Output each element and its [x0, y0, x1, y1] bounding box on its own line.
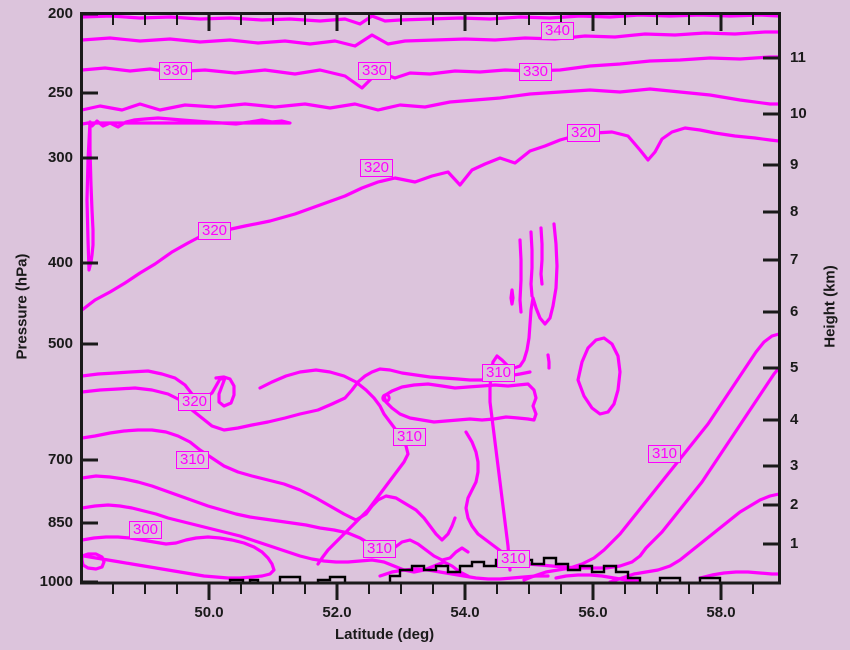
- ytick-label-pressure: 1000: [39, 573, 73, 590]
- plot-frame: [80, 12, 781, 585]
- contour-line: [539, 226, 544, 286]
- contour-label: 330: [358, 62, 392, 80]
- contour-label: 310: [648, 445, 682, 463]
- terrain-profile: [82, 556, 779, 582]
- y-axis-title-pressure: Pressure (hPa): [13, 253, 31, 360]
- ytick-label-height: 9: [790, 156, 799, 173]
- contour-label: 310: [363, 540, 397, 558]
- xtick-label: 50.0: [194, 604, 224, 621]
- contour-label: 320: [198, 222, 232, 240]
- contour-line: [698, 570, 779, 580]
- contour-line: [85, 120, 95, 272]
- contour-label: 340: [541, 22, 575, 40]
- contour-line: [518, 238, 523, 314]
- contour-line: [82, 369, 236, 408]
- top-axis-ticks: [207, 14, 723, 31]
- contour-line: [509, 288, 515, 306]
- contour-line: [382, 382, 538, 424]
- contour-label: 310: [393, 428, 427, 446]
- y-axis-title-height: Height (km): [821, 265, 839, 348]
- contour-label: 310: [482, 364, 516, 382]
- contour-line: [82, 87, 779, 112]
- contour-line: [546, 353, 551, 370]
- ytick-label-pressure: 250: [47, 84, 73, 101]
- ytick-label-height: 10: [790, 105, 807, 122]
- contour-line: [82, 474, 470, 562]
- xtick-label: 52.0: [322, 604, 352, 621]
- ytick-label-height: 4: [790, 411, 799, 428]
- ytick-label-height: 6: [790, 303, 799, 320]
- ytick-label-height: 3: [790, 457, 799, 474]
- contour-line: [82, 116, 292, 129]
- ytick-label-pressure: 700: [47, 451, 73, 468]
- ytick-label-height: 5: [790, 359, 799, 376]
- ytick-label-pressure: 400: [47, 254, 73, 271]
- contour-line: [258, 368, 410, 566]
- right-axis-ticks: [763, 56, 780, 546]
- ytick-label-pressure: 500: [47, 335, 73, 352]
- contour-line: [82, 55, 779, 90]
- contour-dot: [381, 393, 391, 403]
- contour-line: [608, 492, 779, 582]
- contour-label: 300: [129, 521, 163, 539]
- xtick-label: 54.0: [450, 604, 480, 621]
- plot-background: [82, 14, 779, 582]
- contour-line: [82, 30, 779, 48]
- contour-line: [82, 428, 457, 542]
- contour-label: 320: [178, 393, 212, 411]
- xtick-label: 58.0: [706, 604, 736, 621]
- x-axis-title: Latitude (deg): [335, 626, 435, 643]
- bottom-axis-ticks: [207, 583, 723, 600]
- ytick-label-height: 11: [790, 49, 806, 66]
- top-axis-minor-ticks: [112, 14, 754, 25]
- ytick-label-height: 2: [790, 496, 799, 513]
- ytick-label-height: 7: [790, 251, 799, 268]
- xtick-label: 56.0: [578, 604, 608, 621]
- contour-line: [82, 535, 276, 580]
- contour-label: 320: [567, 124, 601, 142]
- contour-line: [554, 573, 640, 582]
- contour-label: 310: [176, 451, 210, 469]
- ytick-label-pressure: 200: [47, 5, 73, 22]
- ytick-label-height: 1: [790, 535, 799, 552]
- ytick-label-pressure: 850: [47, 514, 73, 531]
- contour-label: 330: [159, 62, 193, 80]
- contour-label: 310: [497, 550, 531, 568]
- bottom-axis-minor-ticks: [112, 583, 754, 594]
- ytick-label-height: 8: [790, 203, 799, 220]
- contour-label: 320: [360, 159, 394, 177]
- contour-label: 330: [519, 63, 553, 81]
- left-axis-ticks: [81, 12, 98, 584]
- ytick-label-pressure: 300: [47, 149, 73, 166]
- contour-line: [522, 332, 779, 582]
- contour-line: [82, 503, 470, 578]
- contour-line: [576, 336, 622, 416]
- contour-line: [529, 230, 534, 298]
- contour-line: [82, 126, 779, 312]
